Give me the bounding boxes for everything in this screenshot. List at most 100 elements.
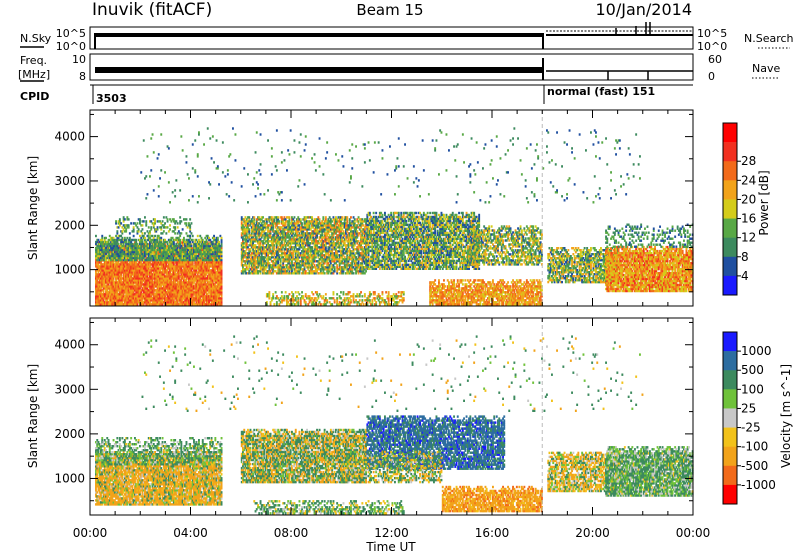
data-cell: [117, 269, 120, 272]
data-cell: [126, 265, 129, 268]
data-cell: [154, 265, 156, 268]
data-cell: [122, 285, 125, 288]
data-cell: [165, 291, 168, 294]
data-cell: [162, 263, 165, 266]
data-cell: [200, 301, 203, 304]
data-cell: [185, 291, 188, 294]
data-cell: [191, 285, 194, 288]
data-cell: [122, 281, 125, 284]
data-cell: [155, 299, 158, 302]
data-cell: [165, 277, 168, 280]
data-cell: [216, 263, 219, 266]
data-cell: [134, 293, 136, 296]
data-cell: [105, 277, 107, 280]
data-cell: [161, 291, 164, 294]
data-cell: [108, 275, 111, 278]
data-cell: [180, 261, 183, 264]
data-cell: [98, 297, 101, 300]
data-cell: [200, 265, 203, 268]
data-cell: [196, 297, 199, 300]
data-cell: [211, 283, 214, 286]
data-cell: [97, 301, 100, 304]
data-cell: [144, 297, 146, 300]
data-cell: [110, 299, 112, 302]
data-cell: [220, 283, 223, 286]
data-cell: [150, 281, 153, 284]
data-cell: [210, 271, 213, 274]
data-cell: [107, 257, 110, 260]
data-cell: [98, 273, 101, 276]
data-cell: [136, 277, 139, 280]
data-cell: [208, 281, 210, 284]
data-cell: [162, 291, 165, 294]
data-cell: [100, 301, 102, 304]
data-cell: [117, 295, 120, 298]
data-cell: [149, 301, 151, 304]
data-cell: [135, 255, 138, 258]
data-cell: [219, 273, 222, 276]
data-cell: [140, 279, 143, 282]
data-cell: [128, 293, 131, 296]
data-cell: [196, 257, 199, 260]
data-cell: [107, 281, 110, 284]
data-cell: [218, 287, 220, 290]
data-cell: [172, 255, 175, 258]
data-cell: [170, 293, 173, 296]
data-cell: [137, 267, 140, 270]
data-cell: [165, 269, 168, 272]
data-cell: [186, 263, 189, 266]
data-cell: [141, 224, 144, 227]
data-cell: [193, 281, 195, 284]
data-cell: [193, 291, 195, 294]
data-cell: [199, 267, 202, 270]
data-cell: [218, 299, 220, 302]
data-cell: [159, 271, 161, 274]
data-cell: [154, 277, 156, 280]
data-cell: [100, 283, 102, 286]
data-cell: [108, 259, 111, 262]
data-cell: [122, 289, 125, 292]
data-cell: [213, 301, 215, 304]
data-cell: [112, 265, 115, 268]
data-cell: [110, 275, 112, 278]
data-cell: [195, 279, 198, 282]
data-cell: [142, 301, 145, 304]
data-cell: [156, 287, 159, 290]
data-cell: [181, 228, 184, 231]
data-cell: [103, 293, 106, 296]
data-cell: [118, 263, 121, 266]
data-cell: [108, 251, 111, 254]
data-cell: [145, 255, 148, 258]
data-cell: [189, 285, 192, 288]
data-cell: [177, 259, 180, 262]
data-cell: [211, 301, 214, 304]
data-cell: [191, 271, 194, 274]
data-cell: [98, 275, 101, 278]
data-cell: [174, 273, 177, 276]
data-cell: [205, 283, 208, 286]
data-cell: [134, 303, 136, 306]
data-cell: [161, 220, 164, 223]
data-cell: [120, 291, 123, 294]
data-cell: [157, 261, 160, 264]
data-cell: [128, 269, 131, 272]
data-cell: [186, 299, 189, 302]
data-cell: [105, 261, 107, 264]
data-cell: [100, 265, 102, 268]
data-cell: [200, 279, 203, 282]
data-cell: [113, 283, 116, 286]
data-cell: [115, 257, 117, 260]
data-cell: [188, 271, 190, 274]
data-cell: [98, 240, 101, 244]
data-cell: [156, 295, 159, 298]
data-cell: [116, 271, 119, 274]
data-cell: [106, 247, 109, 250]
data-cell: [215, 265, 218, 268]
data-cell: [105, 299, 107, 302]
data-cell: [101, 269, 104, 272]
data-cell: [210, 293, 213, 296]
data-cell: [147, 271, 150, 274]
data-cell: [149, 261, 151, 264]
data-cell: [201, 263, 204, 266]
data-cell: [214, 295, 217, 298]
